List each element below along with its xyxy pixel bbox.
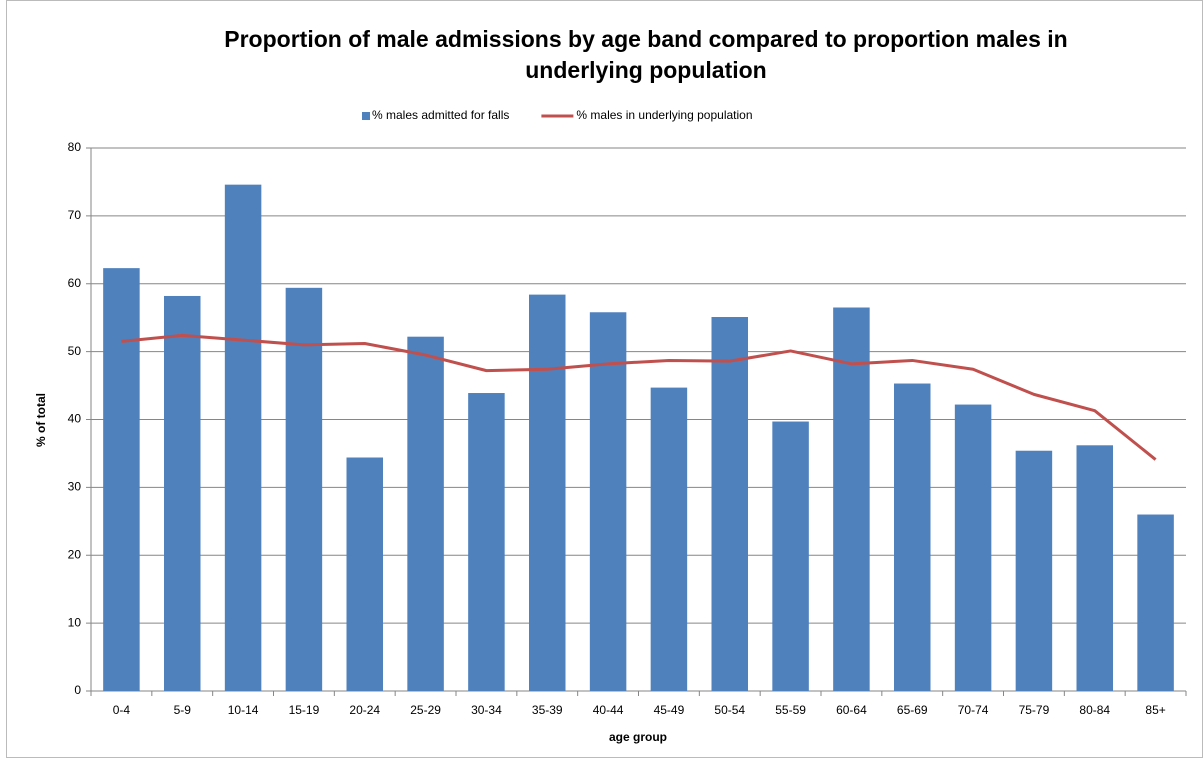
y-tick-label: 30 (68, 480, 82, 494)
x-tick-label: 75-79 (1019, 703, 1050, 717)
x-tick-label: 40-44 (593, 703, 624, 717)
bar (346, 457, 383, 691)
y-tick-label: 60 (68, 276, 82, 290)
x-tick-label: 15-19 (289, 703, 320, 717)
line (121, 333, 1157, 461)
x-tick-label: 65-69 (897, 703, 928, 717)
bar (407, 336, 444, 691)
y-tick-label: 40 (68, 412, 82, 426)
y-tick-label: 70 (68, 208, 82, 222)
bar (529, 294, 566, 691)
bar (164, 295, 201, 691)
bar (468, 393, 505, 691)
bar (894, 383, 931, 691)
bar (954, 404, 992, 691)
bar (285, 287, 323, 691)
bar (1137, 514, 1174, 691)
bar (103, 268, 140, 691)
bar (711, 317, 748, 691)
x-tick-label: 45-49 (654, 703, 685, 717)
x-tick-label: 10-14 (228, 703, 259, 717)
x-tick-label: 70-74 (958, 703, 989, 717)
bar (224, 184, 262, 691)
x-tick-label: 55-59 (775, 703, 806, 717)
y-tick-label: 20 (68, 547, 82, 561)
bar (833, 307, 870, 691)
chart-border (6, 0, 1203, 758)
x-tick-label: 20-24 (349, 703, 380, 717)
legend-swatch (362, 112, 370, 120)
x-tick-label: 25-29 (410, 703, 441, 717)
x-tick-label: 0-4 (113, 703, 131, 717)
bar (772, 421, 809, 691)
x-tick-label: 60-64 (836, 703, 867, 717)
y-tick-label: 0 (74, 683, 81, 697)
x-tick-label: 5-9 (174, 703, 192, 717)
bar (589, 312, 627, 691)
y-tick-label: 80 (68, 140, 82, 154)
x-tick-label: 35-39 (532, 703, 563, 717)
bar (1076, 445, 1113, 691)
x-tick-label: 30-34 (471, 703, 502, 717)
x-axis-label: age group (609, 730, 667, 744)
x-tick-label: 80-84 (1079, 703, 1110, 717)
y-axis-label: % of total (34, 393, 48, 447)
x-tick-label: 85+ (1145, 703, 1165, 717)
bar (650, 387, 688, 691)
x-tick-label: 50-54 (714, 703, 745, 717)
y-tick-label: 10 (68, 615, 82, 629)
legend-label: % males in underlying population (576, 108, 752, 122)
bar (1015, 450, 1053, 691)
chart-title: Proportion of male admissions by age ban… (224, 26, 1068, 83)
legend-label: % males admitted for falls (372, 108, 509, 122)
y-tick-label: 50 (68, 344, 82, 358)
